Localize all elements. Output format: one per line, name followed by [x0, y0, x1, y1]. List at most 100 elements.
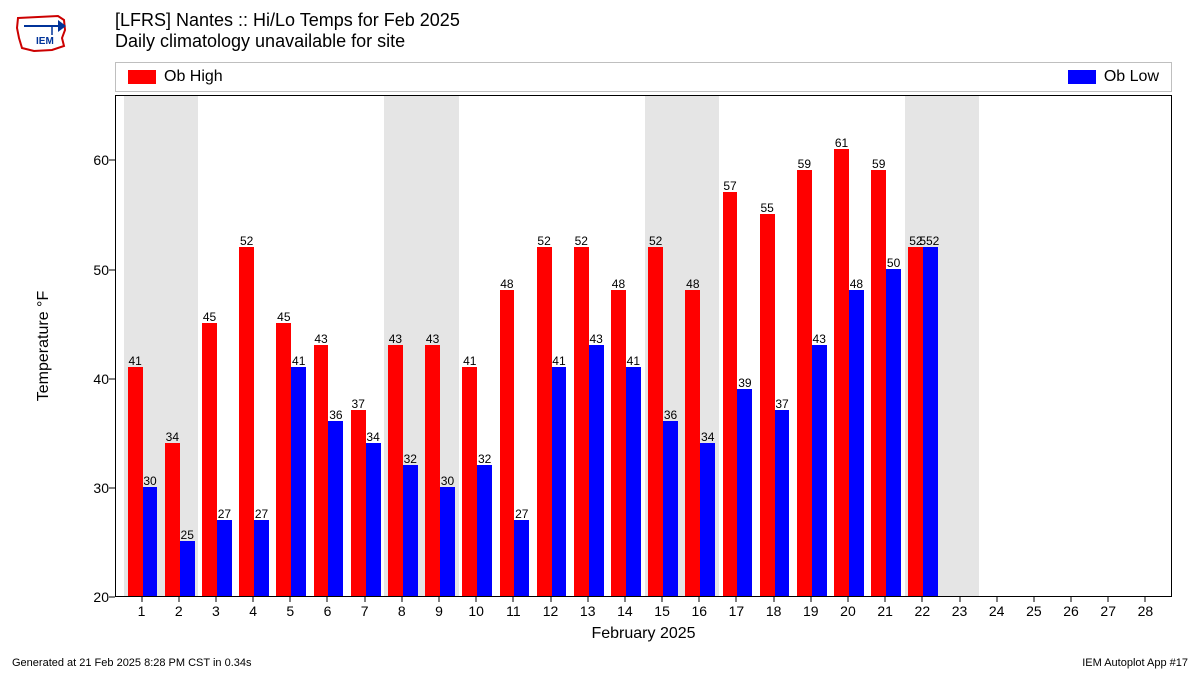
bar-low	[775, 410, 790, 596]
bar-high	[908, 247, 923, 596]
bar-low-label: 43	[812, 332, 827, 346]
x-tick-label: 15	[654, 603, 670, 619]
bar-high	[685, 290, 700, 596]
x-tick-mark	[215, 597, 216, 602]
bar-low-label: 27	[514, 507, 529, 521]
bar-high	[165, 443, 180, 596]
x-tick-label: 6	[324, 603, 332, 619]
x-tick-mark	[178, 597, 179, 602]
x-tick-mark	[290, 597, 291, 602]
bar-high	[276, 323, 291, 596]
bar-low-label: 36	[328, 408, 343, 422]
bar-low-label: 41	[552, 354, 567, 368]
x-tick-label: 4	[249, 603, 257, 619]
bar-high-label: 48	[611, 277, 626, 291]
x-tick-label: 14	[617, 603, 633, 619]
x-tick-mark	[1071, 597, 1072, 602]
bar-high-label: 45	[202, 310, 217, 324]
bar-high	[314, 345, 329, 596]
x-tick-mark	[847, 597, 848, 602]
bar-low-label: 552	[919, 234, 934, 248]
x-tick-label: 23	[952, 603, 968, 619]
bar-high	[871, 170, 886, 596]
y-tick-label: 50	[93, 262, 109, 278]
bar-low	[514, 520, 529, 596]
bar-low	[440, 487, 455, 596]
bar-low-label: 34	[700, 430, 715, 444]
bar-high	[128, 367, 143, 596]
bar-high	[611, 290, 626, 596]
bar-high-label: 48	[500, 277, 515, 291]
title-line-1: [LFRS] Nantes :: Hi/Lo Temps for Feb 202…	[115, 10, 460, 31]
bar-high	[834, 149, 849, 596]
bar-high	[351, 410, 366, 596]
x-axis: February 2025 12345678910111213141516171…	[115, 597, 1172, 675]
bar-high	[425, 345, 440, 596]
x-tick-label: 20	[840, 603, 856, 619]
x-tick-label: 13	[580, 603, 596, 619]
y-tick-label: 40	[93, 371, 109, 387]
bar-low	[403, 465, 418, 596]
bar-low	[737, 389, 752, 596]
x-tick-label: 17	[729, 603, 745, 619]
legend-swatch-low	[1068, 70, 1096, 84]
bar-high	[723, 192, 738, 596]
bar-low	[254, 520, 269, 596]
bar-high-label: 55	[760, 201, 775, 215]
y-axis-label: Temperature °F	[35, 291, 53, 401]
x-tick-label: 28	[1138, 603, 1154, 619]
x-tick-mark	[773, 597, 774, 602]
bar-low	[589, 345, 604, 596]
x-tick-mark	[662, 597, 663, 602]
x-tick-mark	[736, 597, 737, 602]
y-tick-label: 30	[93, 480, 109, 496]
bar-high	[500, 290, 515, 596]
bar-low-label: 27	[254, 507, 269, 521]
bar-low	[700, 443, 715, 596]
x-tick-label: 26	[1063, 603, 1079, 619]
bar-high-label: 52	[239, 234, 254, 248]
bar-low-label: 30	[440, 474, 455, 488]
bar-high-label: 34	[165, 430, 180, 444]
x-tick-label: 16	[691, 603, 707, 619]
title-line-2: Daily climatology unavailable for site	[115, 31, 460, 52]
bar-high	[202, 323, 217, 596]
bar-low-label: 34	[366, 430, 381, 444]
footer-app: IEM Autoplot App #17	[1082, 657, 1188, 669]
bar-high	[462, 367, 477, 596]
bar-low-label: 41	[626, 354, 641, 368]
bar-high-label: 52	[648, 234, 663, 248]
bar-low-label: 37	[775, 397, 790, 411]
bar-high-label: 61	[834, 136, 849, 150]
bar-low-label: 50	[886, 256, 901, 270]
bar-low	[886, 269, 901, 596]
x-tick-label: 19	[803, 603, 819, 619]
bar-low	[143, 487, 158, 596]
bar-low	[663, 421, 678, 596]
bar-low	[626, 367, 641, 596]
bar-high-label: 59	[871, 157, 886, 171]
bar-low-label: 48	[849, 277, 864, 291]
x-tick-label: 18	[766, 603, 782, 619]
bar-low	[552, 367, 567, 596]
bar-low	[291, 367, 306, 596]
bar-low	[366, 443, 381, 596]
x-tick-mark	[810, 597, 811, 602]
x-tick-label: 11	[506, 603, 521, 619]
x-tick-mark	[401, 597, 402, 602]
bar-high-label: 52	[537, 234, 552, 248]
x-tick-mark	[253, 597, 254, 602]
legend: Ob High Ob Low	[115, 62, 1172, 92]
legend-swatch-high	[128, 70, 156, 84]
plot-area: 4130342545275227454143363734433243304132…	[115, 95, 1172, 597]
x-tick-mark	[624, 597, 625, 602]
bar-high	[797, 170, 812, 596]
bar-low-label: 25	[180, 528, 195, 542]
x-tick-label: 21	[877, 603, 893, 619]
bar-high-label: 57	[723, 179, 738, 193]
x-tick-label: 27	[1100, 603, 1116, 619]
y-axis: Temperature °F 2030405060	[0, 95, 115, 597]
x-tick-mark	[922, 597, 923, 602]
bar-low-label: 32	[477, 452, 492, 466]
legend-item-low: Ob Low	[1068, 68, 1159, 86]
